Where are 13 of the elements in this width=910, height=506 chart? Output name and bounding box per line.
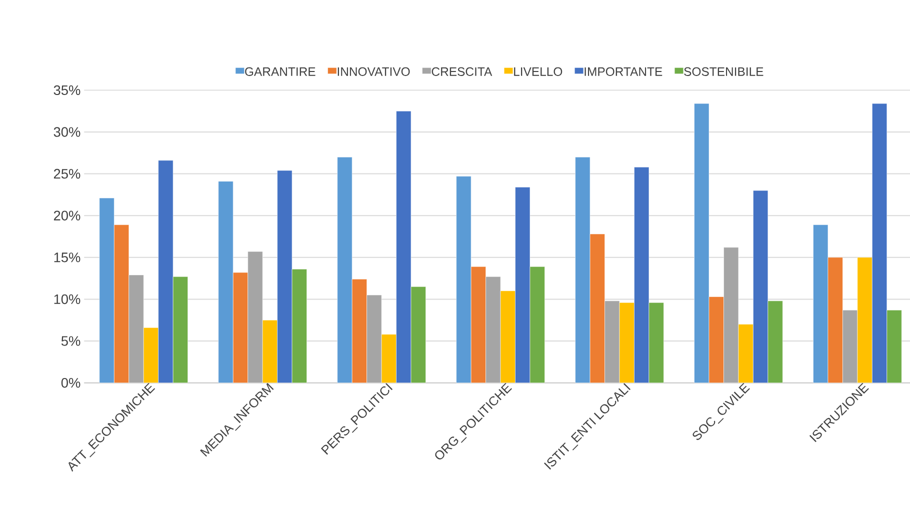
y-tick-label: 10%	[54, 294, 80, 304]
legend-label: GARANTIRE	[245, 67, 316, 76]
y-tick-label: 15%	[54, 252, 80, 262]
legend-label: LIVELLO	[514, 67, 562, 76]
legend-label: SOSTENIBILE	[684, 67, 764, 76]
y-tick-label: 20%	[54, 210, 80, 221]
y-tick-label: 5%	[61, 336, 80, 346]
legend-label: INNOVATIVO	[338, 67, 410, 76]
legend-label: CRESCITA	[432, 67, 492, 76]
y-tick-label: 35%	[54, 85, 80, 96]
y-tick-label: 25%	[54, 169, 80, 179]
y-tick-label: 30%	[54, 127, 80, 137]
legend-label: IMPORTANTE	[584, 67, 662, 76]
